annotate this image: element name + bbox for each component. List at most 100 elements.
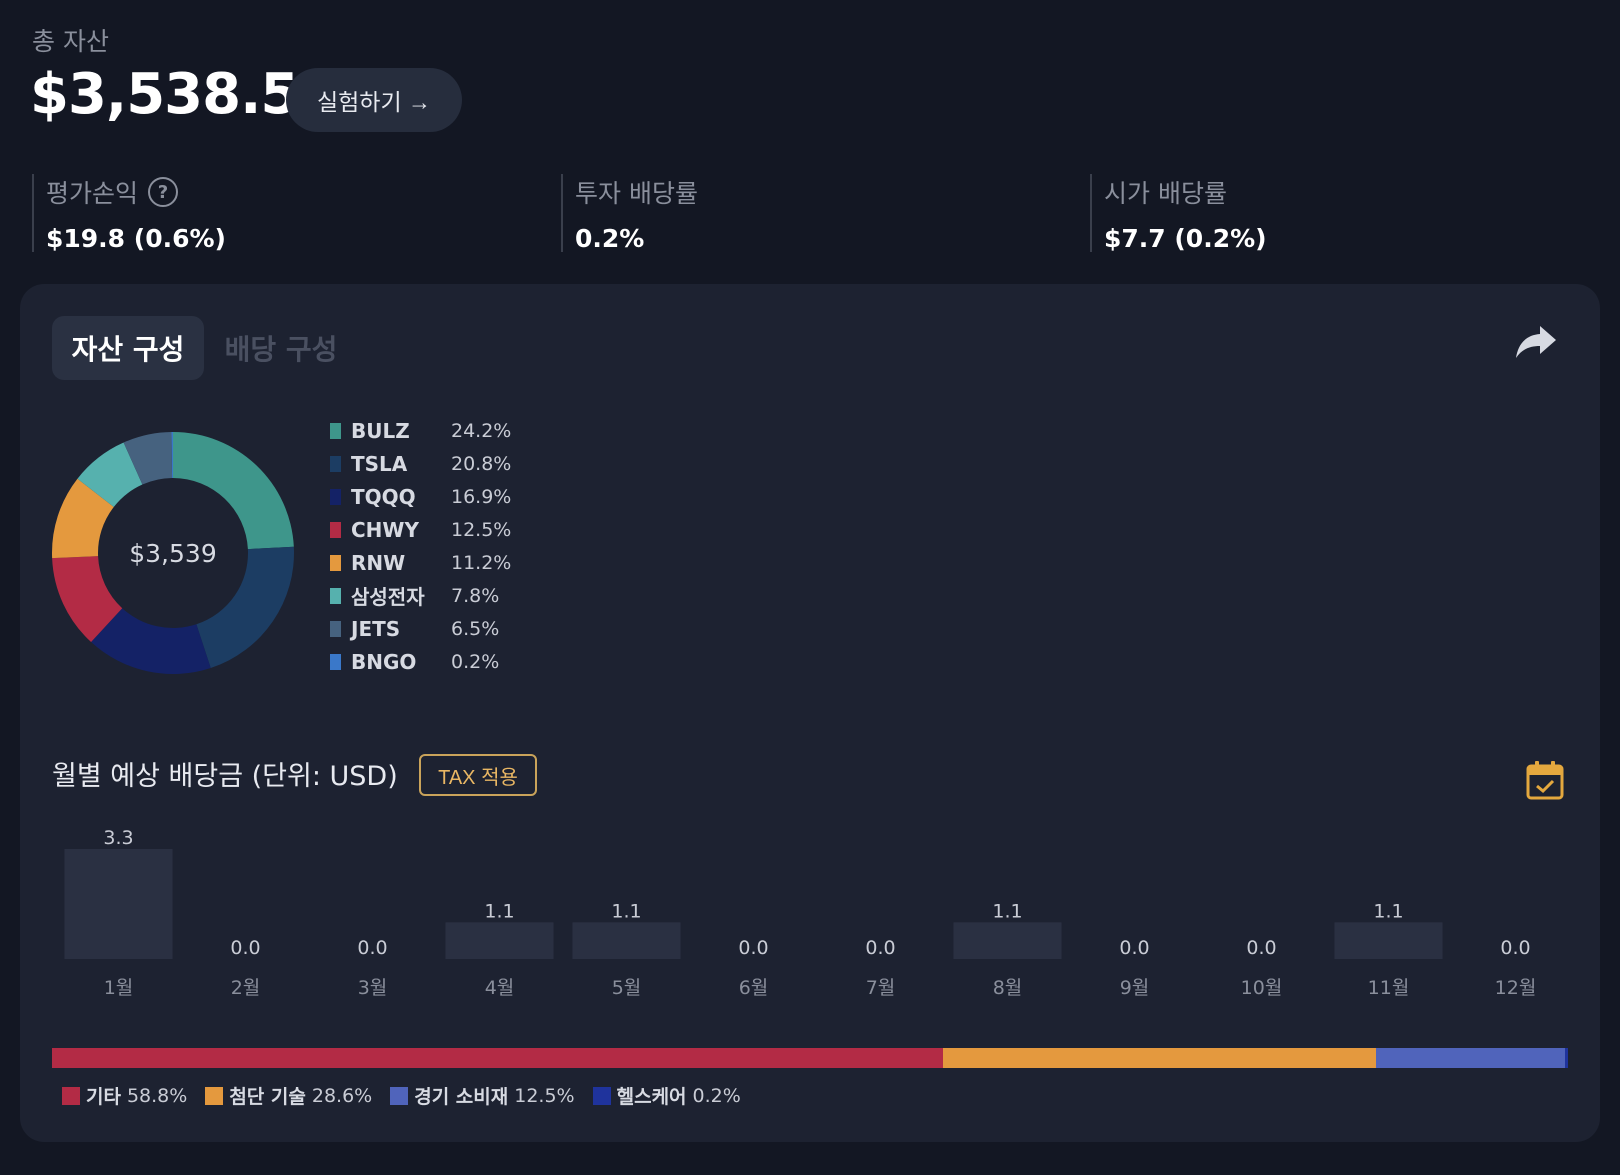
stat-value: $7.7 (0.2%)	[1104, 224, 1267, 253]
sector-legend-item: 첨단 기술 28.6%	[205, 1082, 372, 1109]
sector-segment	[1375, 1048, 1565, 1068]
sector-swatch	[205, 1086, 224, 1105]
stat-investment-yield: 투자 배당률 0.2%	[561, 174, 698, 253]
legend-pct: 11.2%	[451, 551, 512, 574]
stat-unrealized-pnl: 평가손익 ? $19.8 (0.6%)	[32, 174, 226, 253]
monthly-bar	[445, 922, 554, 959]
legend-name: 삼성전자	[351, 585, 425, 609]
legend-name: CHWY	[351, 517, 419, 542]
monthly-bar	[1334, 922, 1443, 959]
donut-slice-BULZ	[173, 432, 294, 550]
legend-item: BULZ 24.2%	[330, 414, 511, 447]
legend-name: RNW	[351, 550, 406, 575]
monthly-dividend-title: 월별 예상 배당금 (단위: USD)	[52, 761, 398, 792]
legend-item: 삼성전자 7.8%	[330, 579, 511, 612]
legend-item: TSLA 20.8%	[330, 447, 511, 480]
experiment-button[interactable]: 실험하기 →	[286, 68, 462, 132]
tab-dividend-composition[interactable]: 배당 구성	[224, 333, 338, 366]
month-label: 5월	[612, 977, 642, 999]
legend-pct: 6.5%	[451, 617, 500, 640]
sector-legend: 기타 58.8% 첨단 기술 28.6% 경기 소비재 12.5% 헬스케어 0.2%	[62, 1082, 741, 1109]
legend-item: JETS 6.5%	[330, 612, 511, 645]
sector-pct: 0.2%	[692, 1084, 741, 1107]
monthly-value-label: 1.1	[992, 900, 1022, 922]
stat-label: 투자 배당률	[575, 179, 698, 208]
donut-slice-RNW	[52, 478, 114, 559]
month-label: 4월	[485, 977, 515, 999]
donut-center-label: $3,539	[129, 539, 216, 568]
legend-name: BULZ	[351, 418, 410, 443]
monthly-value-label: 0.0	[1500, 937, 1530, 959]
sector-pct: 28.6%	[311, 1084, 373, 1107]
legend-pct: 0.2%	[451, 650, 500, 673]
sector-swatch	[390, 1086, 409, 1105]
stat-market-yield: 시가 배당률 $7.7 (0.2%)	[1090, 174, 1267, 253]
donut-slice-TSLA	[196, 546, 294, 668]
legend-item: TQQQ 16.9%	[330, 480, 511, 513]
monthly-value-label: 0.0	[230, 937, 260, 959]
portfolio-card: 자산 구성 배당 구성 $3,539 BULZ 24.2% TSLA 20.8% TQQ…	[20, 284, 1600, 1142]
sector-pct: 12.5%	[514, 1084, 575, 1107]
month-label: 7월	[866, 977, 896, 999]
sector-name: 헬스케어	[616, 1086, 687, 1108]
month-label: 9월	[1120, 977, 1150, 999]
legend-swatch	[330, 488, 341, 505]
monthly-value-label: 1.1	[484, 900, 514, 922]
sector-swatch	[592, 1086, 611, 1105]
month-label: 6월	[739, 977, 769, 999]
donut-slice-BNGO	[171, 432, 173, 479]
legend-swatch	[330, 620, 341, 637]
tab-asset-composition[interactable]: 자산 구성	[52, 316, 204, 380]
month-label: 1월	[104, 977, 134, 999]
monthly-value-label: 0.0	[1119, 937, 1149, 959]
legend-name: BNGO	[351, 649, 417, 674]
share-icon[interactable]	[1514, 322, 1558, 362]
legend-item: BNGO 0.2%	[330, 645, 511, 678]
legend-pct: 24.2%	[451, 419, 512, 442]
tax-apply-button[interactable]: TAX 적용	[419, 754, 537, 796]
sector-segment	[1564, 1048, 1568, 1068]
legend-pct: 7.8%	[451, 584, 500, 607]
legend-item: RNW 11.2%	[330, 546, 511, 579]
monthly-value-label: 1.1	[611, 900, 641, 922]
legend-pct: 20.8%	[451, 452, 512, 475]
calendar-check-icon[interactable]	[1526, 760, 1564, 800]
legend-swatch	[330, 455, 341, 472]
monthly-bar	[953, 922, 1062, 959]
month-label: 3월	[358, 977, 388, 999]
legend-swatch	[330, 521, 341, 538]
sector-name: 기타	[86, 1086, 121, 1108]
sector-name: 경기 소비재	[414, 1086, 509, 1108]
month-label: 10월	[1241, 977, 1283, 999]
month-label: 8월	[993, 977, 1023, 999]
sector-legend-item: 헬스케어 0.2%	[592, 1082, 741, 1109]
sector-swatch	[62, 1086, 80, 1105]
monthly-value-label: 0.0	[738, 937, 768, 959]
legend-name: TQQQ	[351, 484, 416, 509]
monthly-value-label: 3.3	[103, 827, 133, 849]
legend-name: JETS	[351, 616, 401, 641]
sector-legend-item: 경기 소비재 12.5%	[390, 1082, 575, 1109]
monthly-dividend-chart: 3.3 1월 0.0 2월 0.0 3월 1.1 4월 1.1 5월 0.0 6월 0.0 7월 1.1 8월…	[64, 827, 1536, 999]
monthly-value-label: 0.0	[865, 937, 895, 959]
sector-segment	[52, 1048, 943, 1068]
donut-slice-삼성전자	[77, 442, 143, 507]
total-assets-value: $3,538.5	[30, 62, 299, 127]
sector-name: 첨단 기술	[229, 1086, 306, 1108]
month-label: 2월	[231, 977, 261, 999]
legend-item: CHWY 12.5%	[330, 513, 511, 546]
help-icon[interactable]: ?	[148, 177, 179, 207]
legend-pct: 16.9%	[451, 485, 512, 508]
sector-segment	[942, 1048, 1376, 1068]
monthly-value-label: 1.1	[1373, 900, 1403, 922]
sector-pct: 58.8%	[126, 1084, 188, 1107]
legend-swatch	[330, 554, 341, 571]
legend-name: TSLA	[351, 451, 408, 476]
donut-slice-CHWY	[52, 556, 123, 643]
monthly-bar	[572, 922, 681, 959]
legend-pct: 12.5%	[451, 518, 512, 541]
stat-value: 0.2%	[575, 224, 645, 253]
donut-slice-JETS	[123, 432, 173, 485]
monthly-value-label: 0.0	[1246, 937, 1276, 959]
donut-slice-TQQQ	[91, 608, 211, 674]
